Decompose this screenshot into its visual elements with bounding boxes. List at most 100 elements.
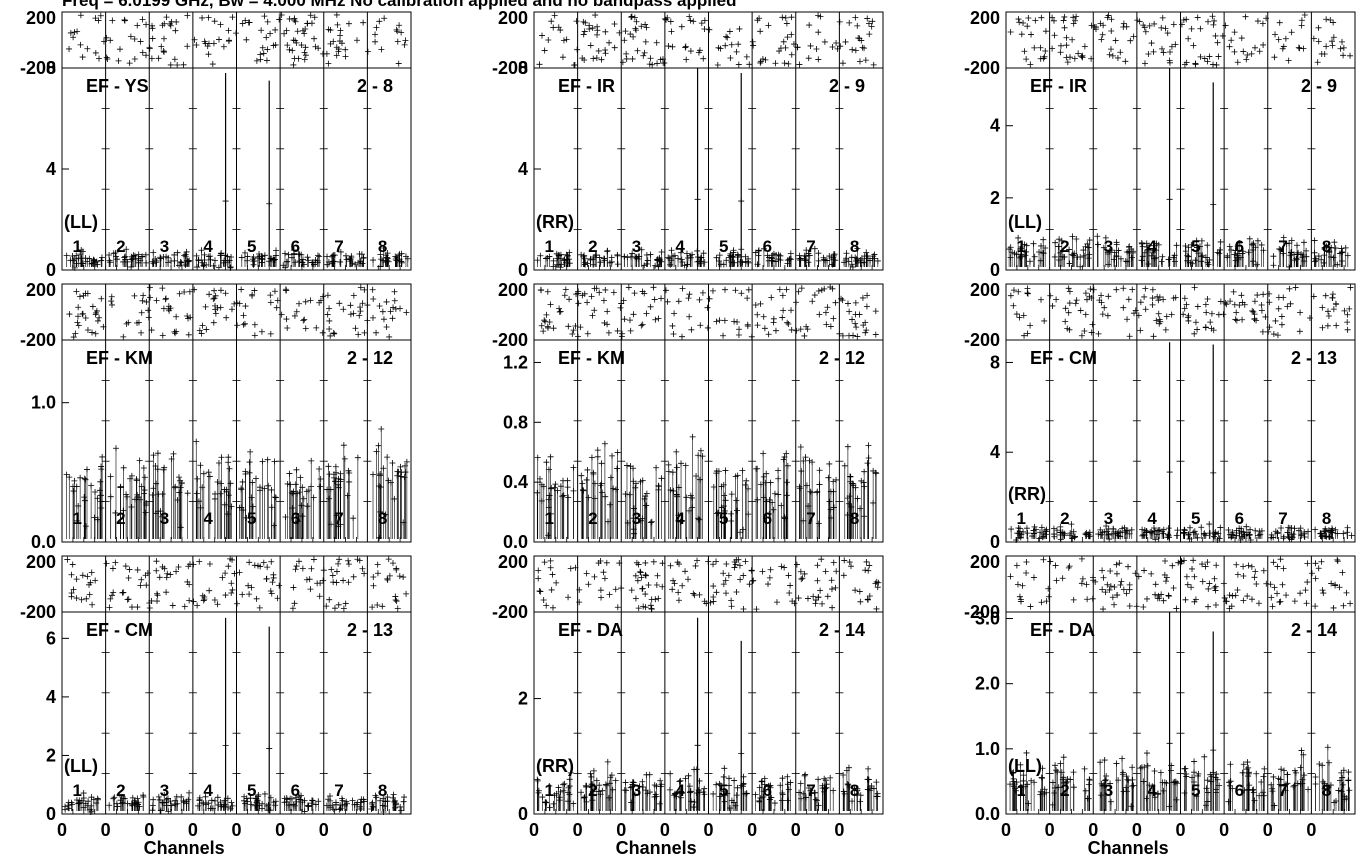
phase-point: [1275, 305, 1282, 312]
amplitude-point: [392, 253, 399, 260]
phase-point: [327, 40, 334, 47]
amplitude-point: [149, 807, 156, 814]
amplitude-point: [184, 490, 191, 497]
phase-point: [1344, 319, 1351, 326]
amplitude-point: [829, 261, 836, 268]
phase-point: [1310, 35, 1317, 42]
phase-point: [276, 582, 283, 589]
amplitude-point: [112, 249, 119, 256]
subband-label: 4: [203, 781, 213, 800]
phase-point: [540, 328, 547, 335]
phase-point: [1136, 18, 1143, 25]
amplitude-point: [98, 466, 105, 473]
phase-point: [580, 18, 587, 25]
phase-point: [1256, 48, 1263, 55]
phase-point: [575, 288, 582, 295]
amplitude-point: [304, 503, 311, 510]
phase-point: [1180, 311, 1187, 318]
phase-point: [766, 574, 773, 581]
amplitude-point: [1070, 252, 1077, 259]
phase-point: [596, 289, 603, 296]
amplitude-point: [797, 257, 804, 264]
phase-point: [1266, 299, 1273, 306]
amplitude-point: [153, 257, 160, 264]
phase-point: [211, 287, 218, 294]
phase-point: [839, 332, 846, 339]
subband-label: 3: [632, 509, 641, 528]
phase-point: [139, 297, 146, 304]
phase-point: [856, 311, 863, 318]
phase-point: [217, 304, 224, 311]
phase-point: [206, 561, 213, 568]
phase-point: [394, 28, 401, 35]
phase-point: [584, 330, 591, 337]
amplitude-point: [1051, 531, 1058, 538]
phase-point: [131, 292, 138, 299]
phase-point: [71, 29, 78, 36]
phase-point: [1061, 13, 1068, 20]
phase-point: [781, 60, 788, 67]
phase-point: [361, 329, 368, 336]
amplitude-point: [542, 255, 549, 262]
phase-point: [1108, 28, 1115, 35]
amplitude-point: [199, 484, 206, 491]
phase-point: [364, 48, 371, 55]
amplitude-point: [1198, 258, 1205, 265]
amplitude-point: [764, 252, 771, 259]
phase-point: [331, 330, 338, 337]
phase-point: [815, 56, 822, 63]
phase-point: [852, 14, 859, 21]
phase-point: [210, 40, 217, 47]
phase-point: [606, 39, 613, 46]
phase-point: [784, 319, 791, 326]
phase-point: [1178, 21, 1185, 28]
phase-point: [173, 568, 180, 575]
amplitude-point: [854, 245, 861, 252]
phase-point: [199, 592, 206, 599]
phase-point: [1297, 309, 1304, 316]
phase-point: [782, 14, 789, 21]
amplitude-point: [1197, 243, 1204, 250]
amplitude-point: [713, 254, 720, 261]
phase-point: [128, 604, 135, 611]
amplitude-point: [1106, 248, 1113, 255]
phase-point: [210, 296, 217, 303]
phase-point: [291, 312, 298, 319]
phase-point: [1270, 331, 1277, 338]
phase-point: [794, 44, 801, 51]
phase-point: [272, 26, 279, 33]
subband-label: 2: [588, 237, 597, 256]
amplitude-point: [683, 250, 690, 257]
amplitude-point: [547, 453, 554, 460]
amplitude-point: [82, 255, 89, 262]
phase-point: [327, 332, 334, 339]
amplitude-point: [140, 465, 147, 472]
amplitude-point: [769, 255, 776, 262]
amplitude-point: [337, 248, 344, 255]
amplitude-point: [721, 507, 728, 514]
amplitude-point: [193, 490, 200, 497]
amplitude-point: [401, 474, 408, 481]
phase-point: [581, 28, 588, 35]
amplitude-point: [802, 253, 809, 260]
amplitude-point: [1194, 534, 1201, 541]
phase-point: [1037, 44, 1044, 51]
amplitude-point: [393, 254, 400, 261]
phase-point: [301, 30, 308, 37]
phase-point: [236, 569, 243, 576]
phase-point: [125, 319, 132, 326]
phase-point: [153, 590, 160, 597]
phase-point: [1287, 300, 1294, 307]
amplitude-point: [177, 484, 184, 491]
amplitude-point: [283, 258, 290, 265]
phase-point: [770, 315, 777, 322]
phase-point: [1049, 302, 1056, 309]
phase-point: [621, 37, 628, 44]
phase-point: [1194, 303, 1201, 310]
amplitude-point: [172, 483, 179, 490]
amplitude-point: [296, 258, 303, 265]
amplitude-point: [767, 479, 774, 486]
phase-point: [1078, 53, 1085, 60]
phase-point: [184, 313, 191, 320]
